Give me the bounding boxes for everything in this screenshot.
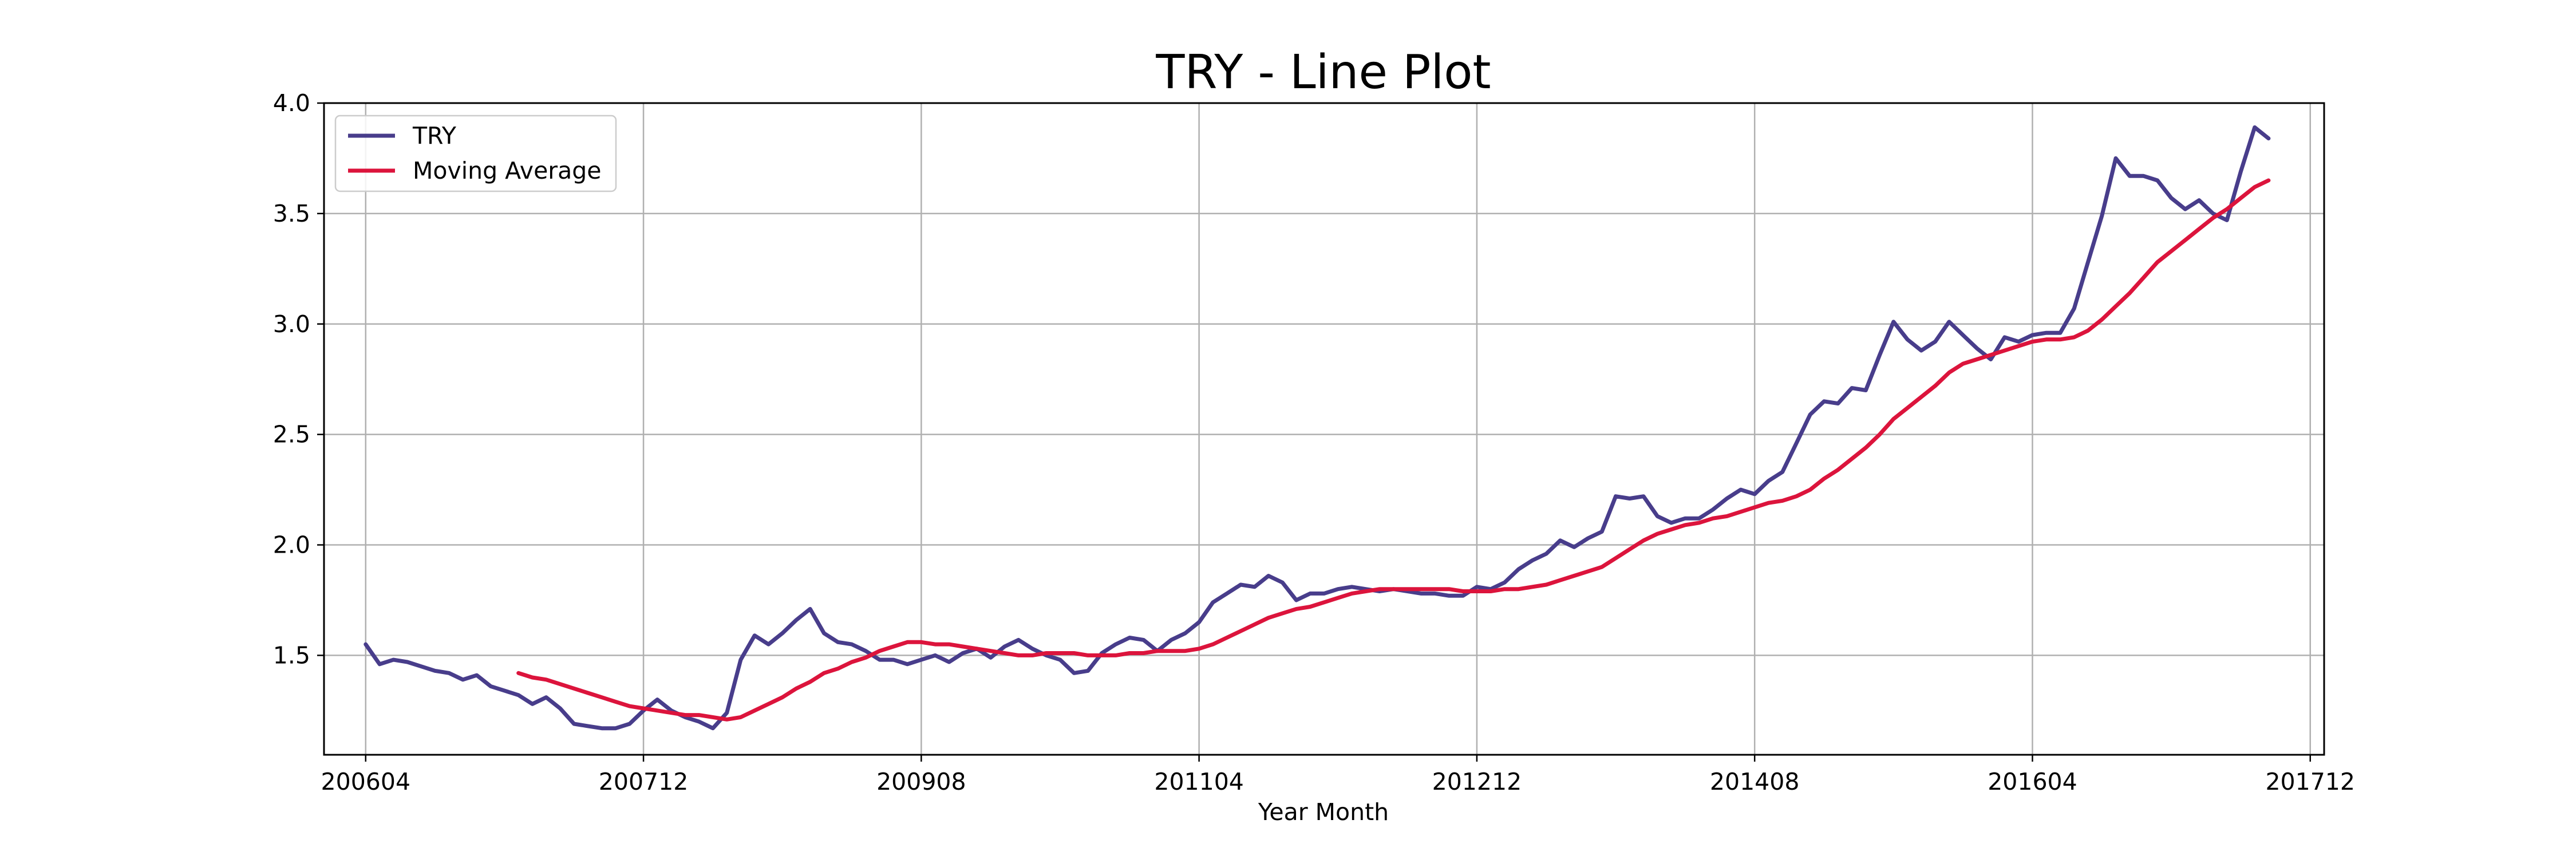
x-tick-label: 201408: [1710, 768, 1800, 795]
x-tick-label: 200908: [876, 768, 966, 795]
x-tick-label: 200604: [321, 768, 411, 795]
y-tick-label: 3.0: [273, 310, 310, 338]
y-tick-label: 4.0: [273, 89, 310, 117]
series-layer: [364, 125, 2271, 731]
chart-title: TRY - Line Plot: [1155, 45, 1491, 100]
x-tick-label: 201212: [1432, 768, 1522, 795]
y-tick-label: 2.0: [273, 531, 310, 559]
y-tick-label: 2.5: [273, 421, 310, 448]
series-line-moving-average: [516, 178, 2271, 722]
y-tick-label: 1.5: [273, 641, 310, 669]
x-tick-label: 201604: [1988, 768, 2077, 795]
legend-label-moving-average: Moving Average: [413, 157, 602, 184]
x-tick-label: 201104: [1154, 768, 1244, 795]
x-tick-label: 201712: [2265, 768, 2355, 795]
legend-box: [334, 115, 617, 192]
legend-label-try: TRY: [412, 122, 457, 149]
x-axis-label: Year Month: [1258, 798, 1389, 826]
x-tick-label: 200712: [599, 768, 689, 795]
axes: 200604 200712 200908 201104 201212 201408 2016…: [273, 89, 2355, 795]
plot-frame: [323, 102, 2325, 756]
legend: TRY Moving Average: [334, 115, 617, 192]
y-tick-label: 3.5: [273, 200, 310, 227]
